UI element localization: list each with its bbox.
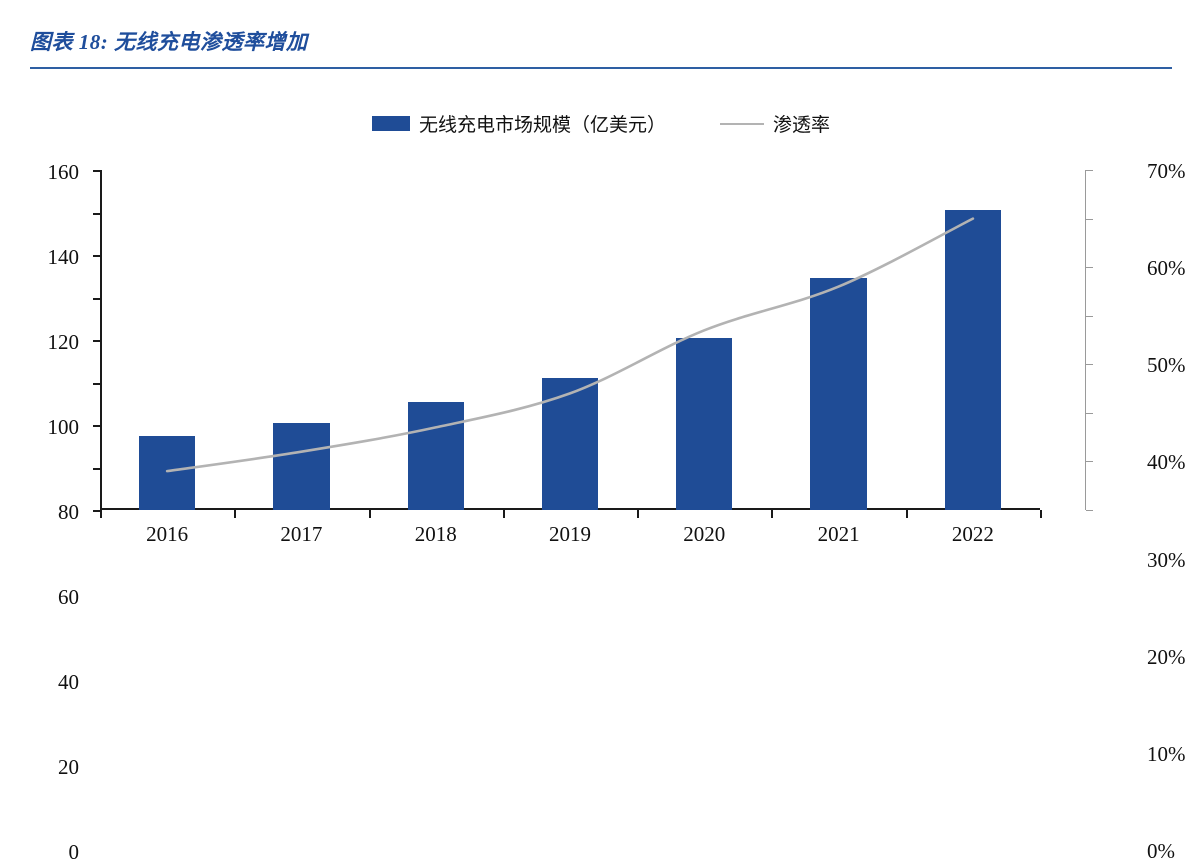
y-axis-left-tick: 140 bbox=[48, 212, 100, 268]
bar-series bbox=[100, 170, 1040, 510]
y-axis-left-tick-label: 160 bbox=[47, 160, 80, 184]
bar-2021[interactable] bbox=[810, 278, 867, 510]
y-axis-left-tick-label: 20 bbox=[58, 755, 79, 779]
y-axis-right-tick-label: 40% bbox=[1147, 450, 1186, 475]
legend-label-market-size: 无线充电市场规模（亿美元） bbox=[418, 115, 666, 136]
x-axis-label-2019: 2019 bbox=[548, 522, 591, 546]
y-axis-left-tick-label: 140 bbox=[47, 245, 80, 269]
y-axis-right-tick: 50% bbox=[1086, 267, 1186, 376]
y-axis-right-tick-label: 20% bbox=[1147, 644, 1186, 669]
chart-legend: 无线充电市场规模（亿美元） 渗透率 bbox=[0, 110, 1202, 137]
x-axis-label-2022: 2022 bbox=[951, 522, 994, 546]
x-axis-tick bbox=[100, 510, 102, 518]
x-axis-label-2018: 2018 bbox=[414, 522, 457, 546]
y-axis-right-tick-label: 50% bbox=[1147, 353, 1186, 378]
y-axis-right-tick-label: 70% bbox=[1147, 159, 1186, 183]
bar-2016[interactable] bbox=[138, 435, 196, 510]
legend-label-penetration-rate: 渗透率 bbox=[773, 115, 831, 136]
x-axis-tick bbox=[637, 510, 640, 518]
y-axis-left-tick-label: 0 bbox=[68, 840, 80, 864]
x-axis-tick bbox=[502, 510, 505, 518]
y-axis-left-tick: 80 bbox=[58, 340, 100, 523]
bar-2019[interactable] bbox=[541, 378, 599, 510]
bar-2018[interactable] bbox=[407, 401, 464, 510]
bar-2017[interactable] bbox=[273, 422, 330, 510]
title-divider bbox=[30, 67, 1172, 69]
bar-swatch-icon bbox=[371, 116, 410, 131]
y-axis-left-tick: 20 bbox=[58, 467, 100, 778]
y-axis-left-tick-label: 120 bbox=[47, 330, 80, 354]
y-axis-left-tick-label: 40 bbox=[58, 670, 79, 694]
x-axis-tick bbox=[368, 510, 371, 518]
y-axis-right-tick-label: 10% bbox=[1147, 741, 1186, 766]
bar-2022[interactable] bbox=[944, 210, 1002, 510]
y-axis-left-tick-label: 100 bbox=[47, 415, 80, 439]
figure-header: 图表 18: 无线充电渗透率增加 bbox=[0, 0, 1202, 72]
y-axis-left-tick-label: 80 bbox=[58, 500, 79, 524]
y-axis-right-tick: 70% bbox=[1086, 161, 1186, 182]
x-axis-tick bbox=[234, 510, 237, 518]
x-axis-tick bbox=[771, 510, 774, 518]
legend-item-market-size[interactable]: 无线充电市场规模（亿美元） bbox=[371, 110, 666, 137]
y-axis-right-tick-label: 0% bbox=[1147, 839, 1175, 863]
y-axis-right-tick: 20% bbox=[1086, 412, 1186, 667]
legend-item-penetration-rate[interactable]: 渗透率 bbox=[720, 110, 830, 137]
x-axis-label-2020: 2020 bbox=[683, 522, 726, 546]
y-axis-left-tick: 100 bbox=[48, 297, 100, 438]
bar-2020[interactable] bbox=[676, 337, 733, 510]
plot-area: 0 20 40 60 80 100 120 140 160 0% 10% 20% 30% 40% 50% 6… bbox=[48, 161, 1186, 863]
x-axis-label-2016: 2016 bbox=[146, 522, 189, 546]
y-axis-right-tick: 0% bbox=[1086, 510, 1175, 862]
y-axis-right-tick: 30% bbox=[1086, 364, 1186, 570]
y-axis-right bbox=[1085, 170, 1086, 510]
y-axis-left-tick: 40 bbox=[58, 425, 100, 693]
y-axis-right-tick: 40% bbox=[1086, 315, 1186, 473]
x-axis-tick bbox=[905, 510, 908, 518]
y-axis-left-tick-label: 60 bbox=[58, 585, 79, 609]
y-axis-left-tick: 0 bbox=[69, 510, 100, 863]
x-axis-label-2017: 2017 bbox=[280, 522, 323, 546]
y-axis-right-tick: 60% bbox=[1086, 218, 1186, 279]
y-axis-left-tick: 160 bbox=[48, 162, 100, 183]
x-axis-label-2021: 2021 bbox=[817, 522, 860, 546]
y-axis-left bbox=[100, 170, 102, 510]
y-axis-right-tick: 10% bbox=[1086, 461, 1186, 764]
y-axis-left-tick: 120 bbox=[48, 255, 100, 353]
x-axis-tick bbox=[1040, 510, 1042, 518]
y-axis-right-tick-label: 30% bbox=[1147, 547, 1186, 572]
y-axis-left-tick: 60 bbox=[58, 382, 100, 608]
page-title: 图表 18: 无线充电渗透率增加 bbox=[30, 30, 308, 54]
y-axis-right-tick-label: 60% bbox=[1147, 256, 1186, 281]
line-swatch-icon bbox=[720, 122, 764, 125]
